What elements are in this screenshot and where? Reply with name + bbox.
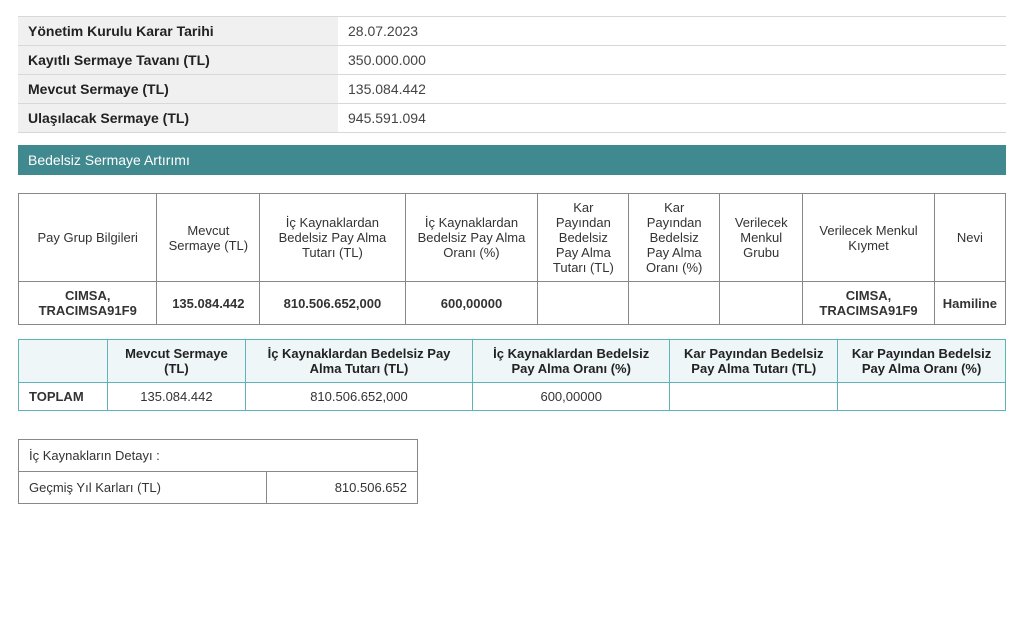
info-block: Yönetim Kurulu Karar Tarihi 28.07.2023 K…	[18, 16, 1006, 133]
table-row: CIMSA, TRACIMSA91F9 135.084.442 810.506.…	[19, 282, 1006, 325]
col-header: Verilecek Menkul Kıymet	[803, 194, 934, 282]
cell-ic-oran: 600,00000	[405, 282, 538, 325]
col-header: Kar Payından Bedelsiz Pay Alma Oranı (%)	[838, 340, 1006, 383]
info-row: Mevcut Sermaye (TL) 135.084.442	[18, 74, 1006, 103]
cell-mevcut: 135.084.442	[157, 282, 260, 325]
col-header: İç Kaynaklardan Bedelsiz Pay Alma Tutarı…	[260, 194, 405, 282]
cell-nevi: Hamiline	[934, 282, 1005, 325]
detail-title-row: İç Kaynakların Detayı :	[19, 440, 418, 472]
cell-kar-tutar	[538, 282, 629, 325]
info-label: Mevcut Sermaye (TL)	[18, 75, 338, 103]
summary-table: Mevcut Sermaye (TL) İç Kaynaklardan Bede…	[18, 339, 1006, 411]
summary-ic-oran: 600,00000	[473, 383, 670, 411]
info-value: 28.07.2023	[338, 17, 1006, 45]
summary-mevcut: 135.084.442	[107, 383, 245, 411]
col-header: Mevcut Sermaye (TL)	[157, 194, 260, 282]
col-header: Kar Payından Bedelsiz Pay Alma Tutarı (T…	[538, 194, 629, 282]
col-header: Kar Payından Bedelsiz Pay Alma Oranı (%)	[629, 194, 720, 282]
summary-row: TOPLAM 135.084.442 810.506.652,000 600,0…	[19, 383, 1006, 411]
summary-kar-oran	[838, 383, 1006, 411]
section-title-bar: Bedelsiz Sermaye Artırımı	[18, 145, 1006, 175]
summary-ic-tutar: 810.506.652,000	[246, 383, 473, 411]
col-header	[19, 340, 108, 383]
detail-table: İç Kaynakların Detayı : Geçmiş Yıl Karla…	[18, 439, 418, 504]
col-header: Pay Grup Bilgileri	[19, 194, 157, 282]
summary-label: TOPLAM	[19, 383, 108, 411]
cell-menkul-grubu	[720, 282, 803, 325]
info-value: 945.591.094	[338, 104, 1006, 132]
cell-menkul-kiymet: CIMSA, TRACIMSA91F9	[803, 282, 934, 325]
info-row: Ulaşılacak Sermaye (TL) 945.591.094	[18, 103, 1006, 133]
cell-pay-grup: CIMSA, TRACIMSA91F9	[19, 282, 157, 325]
col-header: Nevi	[934, 194, 1005, 282]
col-header: Verilecek Menkul Grubu	[720, 194, 803, 282]
info-label: Kayıtlı Sermaye Tavanı (TL)	[18, 46, 338, 74]
col-header: Mevcut Sermaye (TL)	[107, 340, 245, 383]
info-label: Yönetim Kurulu Karar Tarihi	[18, 17, 338, 45]
info-label: Ulaşılacak Sermaye (TL)	[18, 104, 338, 132]
info-row: Kayıtlı Sermaye Tavanı (TL) 350.000.000	[18, 45, 1006, 74]
detail-title: İç Kaynakların Detayı :	[19, 440, 418, 472]
table-header-row: Pay Grup Bilgileri Mevcut Sermaye (TL) İ…	[19, 194, 1006, 282]
main-table: Pay Grup Bilgileri Mevcut Sermaye (TL) İ…	[18, 193, 1006, 325]
detail-value: 810.506.652	[266, 472, 417, 504]
cell-ic-tutar: 810.506.652,000	[260, 282, 405, 325]
cell-kar-oran	[629, 282, 720, 325]
col-header: İç Kaynaklardan Bedelsiz Pay Alma Oranı …	[405, 194, 538, 282]
summary-header-row: Mevcut Sermaye (TL) İç Kaynaklardan Bede…	[19, 340, 1006, 383]
col-header: İç Kaynaklardan Bedelsiz Pay Alma Tutarı…	[246, 340, 473, 383]
info-row: Yönetim Kurulu Karar Tarihi 28.07.2023	[18, 16, 1006, 45]
info-value: 135.084.442	[338, 75, 1006, 103]
col-header: Kar Payından Bedelsiz Pay Alma Tutarı (T…	[670, 340, 838, 383]
info-value: 350.000.000	[338, 46, 1006, 74]
summary-kar-tutar	[670, 383, 838, 411]
detail-label: Geçmiş Yıl Karları (TL)	[19, 472, 267, 504]
col-header: İç Kaynaklardan Bedelsiz Pay Alma Oranı …	[473, 340, 670, 383]
detail-row: Geçmiş Yıl Karları (TL) 810.506.652	[19, 472, 418, 504]
